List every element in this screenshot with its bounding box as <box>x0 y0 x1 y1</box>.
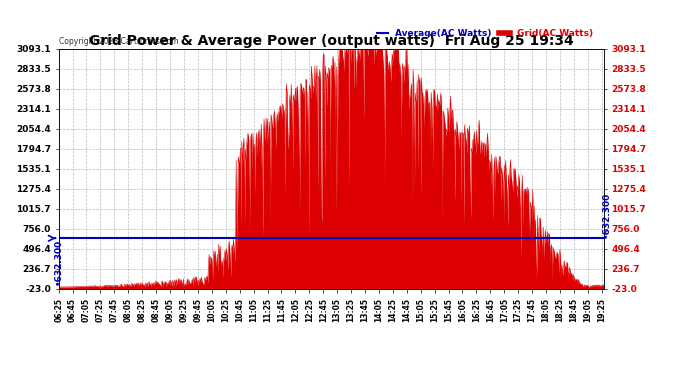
Text: •632.300: •632.300 <box>602 192 611 238</box>
Text: •632.300: •632.300 <box>54 238 63 285</box>
Legend: Average(AC Watts), Grid(AC Watts): Average(AC Watts), Grid(AC Watts) <box>373 26 597 42</box>
Text: Copyright 2023 Cartronics.com: Copyright 2023 Cartronics.com <box>59 38 179 46</box>
Title: Grid Power & Average Power (output watts)  Fri Aug 25 19:34: Grid Power & Average Power (output watts… <box>89 34 573 48</box>
